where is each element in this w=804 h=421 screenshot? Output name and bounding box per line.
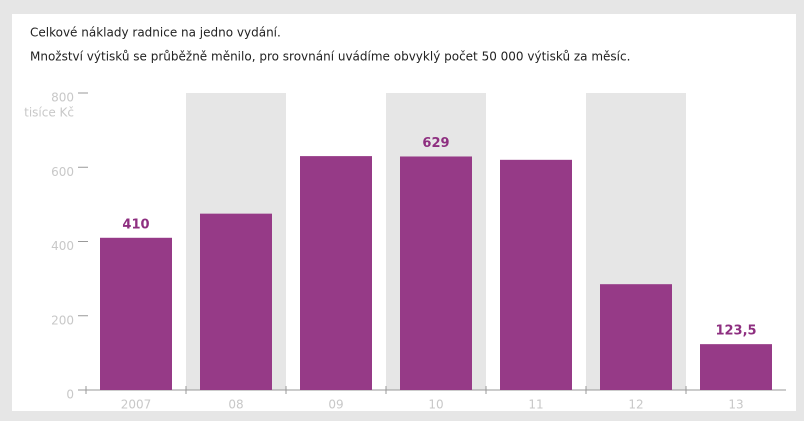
bar — [700, 344, 772, 390]
y-tick-label: 600 — [51, 165, 74, 179]
x-tick-label: 2007 — [121, 398, 152, 412]
x-tick-label: 08 — [228, 398, 243, 412]
bar — [200, 213, 272, 390]
y-tick-label: 800 — [51, 91, 74, 105]
value-label: 410 — [122, 217, 149, 232]
x-tick-label: 11 — [528, 398, 543, 412]
value-label: 629 — [422, 136, 449, 151]
bar — [100, 237, 172, 390]
x-tick-label: 12 — [628, 398, 643, 412]
subtitle: Celkové náklady radnice na jedno vydání. — [30, 26, 281, 40]
x-tick-label: 13 — [728, 398, 743, 412]
y-tick-label: 400 — [51, 239, 74, 253]
x-tick-label: 10 — [428, 398, 443, 412]
y-tick-label: 200 — [51, 313, 74, 327]
bar — [600, 284, 672, 390]
bar — [400, 156, 472, 390]
bar — [500, 159, 572, 390]
y-tick-label: 0 — [66, 388, 74, 402]
bar — [300, 156, 372, 390]
subtitle: Množství výtisků se průběžně měnilo, pro… — [30, 50, 630, 64]
x-tick-label: 09 — [328, 398, 343, 412]
y-axis-label: tisíce Kč — [24, 106, 74, 120]
value-label: 123,5 — [715, 324, 756, 339]
